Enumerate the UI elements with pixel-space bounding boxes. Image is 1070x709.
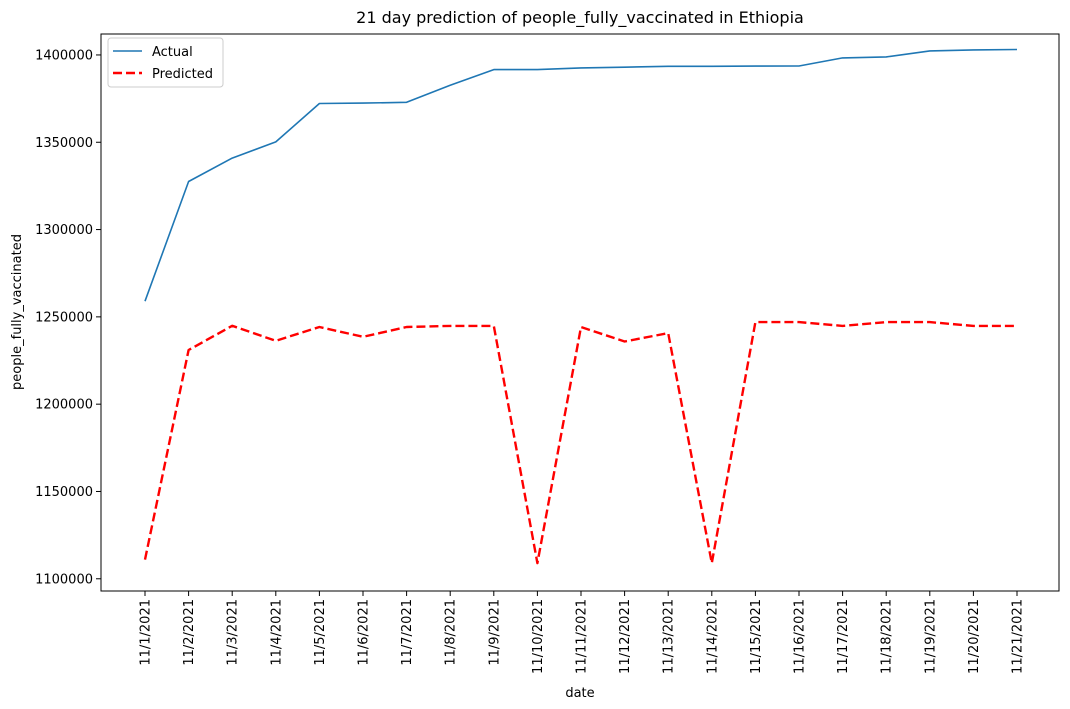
x-tick-label: 11/12/2021 <box>618 599 633 674</box>
legend-label-predicted: Predicted <box>152 67 213 82</box>
x-tick-label: 11/5/2021 <box>313 599 328 666</box>
x-tick-label: 11/4/2021 <box>269 599 284 666</box>
y-tick-label: 1350000 <box>35 136 93 151</box>
x-tick-label: 11/1/2021 <box>139 599 154 666</box>
plot-frame <box>100 33 1060 592</box>
x-tick-label: 11/18/2021 <box>880 599 895 674</box>
y-tick-label: 1400000 <box>35 48 93 63</box>
legend: Actual Predicted <box>107 37 224 88</box>
y-tick-label: 1150000 <box>35 485 93 500</box>
y-tick-label: 1300000 <box>35 223 93 238</box>
x-tick-label: 11/9/2021 <box>487 599 502 666</box>
x-tick-label: 11/14/2021 <box>705 599 720 674</box>
y-axis-title: people_fully_vaccinated <box>10 234 25 390</box>
chart-title: 21 day prediction of people_fully_vaccin… <box>356 8 804 28</box>
x-tick-label: 11/11/2021 <box>575 599 590 674</box>
x-tick-label: 11/3/2021 <box>226 599 241 666</box>
series-line-predicted <box>143 320 1017 565</box>
x-tick-label: 11/17/2021 <box>836 599 851 674</box>
x-tick-label: 11/10/2021 <box>531 599 546 674</box>
x-tick-label: 11/13/2021 <box>662 599 677 674</box>
plot-lines <box>143 48 1018 565</box>
y-axis: 1100000 1150000 1200000 1250000 1300000 13500… <box>35 48 101 587</box>
x-tick-label: 11/2/2021 <box>182 599 197 666</box>
x-tick-label: 11/19/2021 <box>923 599 938 674</box>
x-tick-label: 11/21/2021 <box>1011 599 1026 674</box>
x-tick-label: 11/8/2021 <box>444 599 459 666</box>
x-tick-label: 11/16/2021 <box>793 599 808 674</box>
y-tick-label: 1250000 <box>35 310 93 325</box>
x-tick-label: 11/20/2021 <box>967 599 982 674</box>
x-tick-label: 11/15/2021 <box>749 599 764 674</box>
legend-label-actual: Actual <box>152 45 193 60</box>
y-tick-label: 1100000 <box>35 572 93 587</box>
x-tick-label: 11/7/2021 <box>400 599 415 666</box>
x-axis: 11/1/2021 11/2/2021 11/3/2021 11/4/2021 11/5… <box>139 591 1026 674</box>
y-tick-label: 1200000 <box>35 398 93 413</box>
x-tick-label: 11/6/2021 <box>357 599 372 666</box>
x-axis-title: date <box>565 686 594 701</box>
series-line-actual <box>144 48 1018 302</box>
